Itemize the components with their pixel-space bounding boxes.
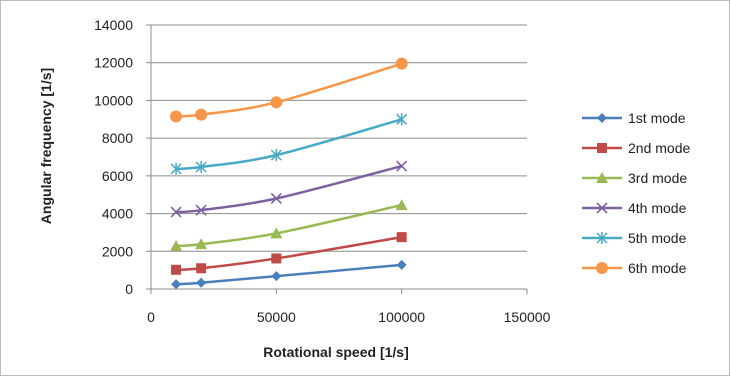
series-line	[175, 164, 402, 214]
data-point	[196, 263, 207, 274]
data-point	[170, 240, 183, 252]
data-point	[271, 271, 282, 282]
legend: 1st mode 2nd mode 3rd mode 4th mode 5th mode…	[582, 110, 690, 276]
legend-label: 1st mode	[628, 110, 686, 126]
legend-item: 4th mode	[582, 200, 687, 216]
legend-marker	[597, 143, 607, 153]
data-point	[171, 279, 182, 290]
series-line	[175, 263, 402, 286]
series-line	[175, 118, 403, 171]
data-point	[396, 232, 407, 243]
legend-item: 2nd mode	[582, 140, 690, 156]
y-tick-label: 12000	[94, 55, 133, 71]
series-5	[170, 113, 408, 175]
legend-marker	[596, 262, 608, 274]
x-tick-label: 50000	[257, 309, 296, 325]
data-point	[270, 192, 282, 205]
data-point	[396, 160, 408, 172]
data-point	[195, 204, 207, 216]
y-tick-label: 14000	[94, 17, 133, 33]
data-point	[270, 96, 283, 109]
legend-item: 1st mode	[582, 110, 686, 126]
legend-item: 6th mode	[582, 260, 687, 276]
legend-label: 6th mode	[628, 260, 687, 276]
axes: 0 2000 4000 6000 8000 10000 12000 14000 0 50000 10…	[94, 17, 551, 325]
legend-marker	[596, 232, 608, 244]
data-point	[270, 227, 283, 239]
data-point	[396, 113, 408, 126]
y-tick-label: 10000	[94, 92, 133, 108]
y-axis-title: Angular frequency [1/s]	[38, 68, 54, 224]
data-point	[170, 206, 182, 218]
legend-label: 2nd mode	[628, 140, 690, 156]
legend-marker	[597, 113, 607, 123]
legend-marker	[596, 202, 608, 214]
data-point	[195, 160, 207, 173]
legend-marker	[596, 172, 608, 183]
series-2	[171, 232, 407, 275]
y-tick-label: 2000	[102, 243, 133, 259]
data-point	[196, 277, 207, 288]
x-tick-label: 100000	[378, 309, 425, 325]
series-line	[175, 235, 402, 272]
x-axis-title: Rotational speed [1/s]	[263, 344, 408, 360]
data-point	[395, 199, 408, 211]
series-line	[175, 62, 403, 118]
series-line	[175, 203, 402, 248]
legend-item: 3rd mode	[582, 170, 687, 186]
data-point	[195, 108, 208, 121]
legend-label: 3rd mode	[628, 170, 687, 186]
y-tick-label: 6000	[102, 168, 133, 184]
series-layer	[170, 57, 408, 290]
data-point	[195, 238, 208, 250]
x-tick-label: 0	[147, 309, 155, 325]
series-6	[170, 57, 408, 123]
series-3	[170, 199, 408, 252]
data-point	[171, 264, 182, 275]
y-tick-label: 4000	[102, 206, 133, 222]
series-4	[170, 160, 408, 218]
legend-label: 4th mode	[628, 200, 687, 216]
gridlines	[151, 24, 527, 290]
data-point	[170, 110, 183, 123]
y-tick-label: 8000	[102, 130, 133, 146]
legend-label: 5th mode	[628, 230, 687, 246]
data-point	[271, 253, 282, 264]
series-1	[171, 259, 407, 290]
y-tick-label: 0	[125, 281, 133, 297]
data-point	[270, 149, 282, 162]
x-tick-label: 150000	[504, 309, 551, 325]
legend-item: 5th mode	[582, 230, 687, 246]
data-point	[395, 57, 408, 70]
data-point	[396, 259, 407, 270]
data-point	[170, 162, 182, 175]
